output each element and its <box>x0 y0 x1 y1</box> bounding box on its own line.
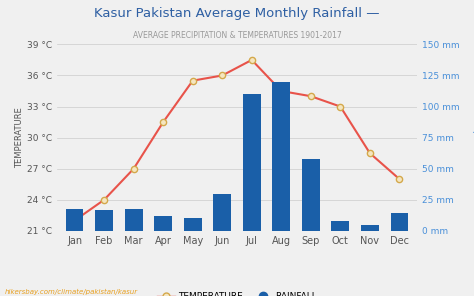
Legend: TEMPERATURE, RAINFALL: TEMPERATURE, RAINFALL <box>153 289 321 296</box>
Text: hikersbay.com/climate/pakistan/kasur: hikersbay.com/climate/pakistan/kasur <box>5 288 138 295</box>
Bar <box>213 194 231 231</box>
Bar <box>125 208 143 231</box>
Y-axis label: Precipitation: Precipitation <box>471 109 474 166</box>
Text: Kasur Pakistan Average Monthly Rainfall —: Kasur Pakistan Average Monthly Rainfall … <box>94 7 380 20</box>
Bar <box>243 94 261 231</box>
Bar <box>273 82 290 231</box>
Bar <box>331 221 349 231</box>
Bar <box>302 159 319 231</box>
Bar <box>361 225 379 231</box>
Bar <box>155 216 172 231</box>
Bar <box>391 213 408 231</box>
Bar <box>66 208 83 231</box>
Y-axis label: TEMPERATURE: TEMPERATURE <box>15 107 24 168</box>
Bar <box>184 218 201 231</box>
Text: AVERAGE PRECIPITATION & TEMPERATURES 1901-2017: AVERAGE PRECIPITATION & TEMPERATURES 190… <box>133 31 341 40</box>
Bar <box>95 210 113 231</box>
